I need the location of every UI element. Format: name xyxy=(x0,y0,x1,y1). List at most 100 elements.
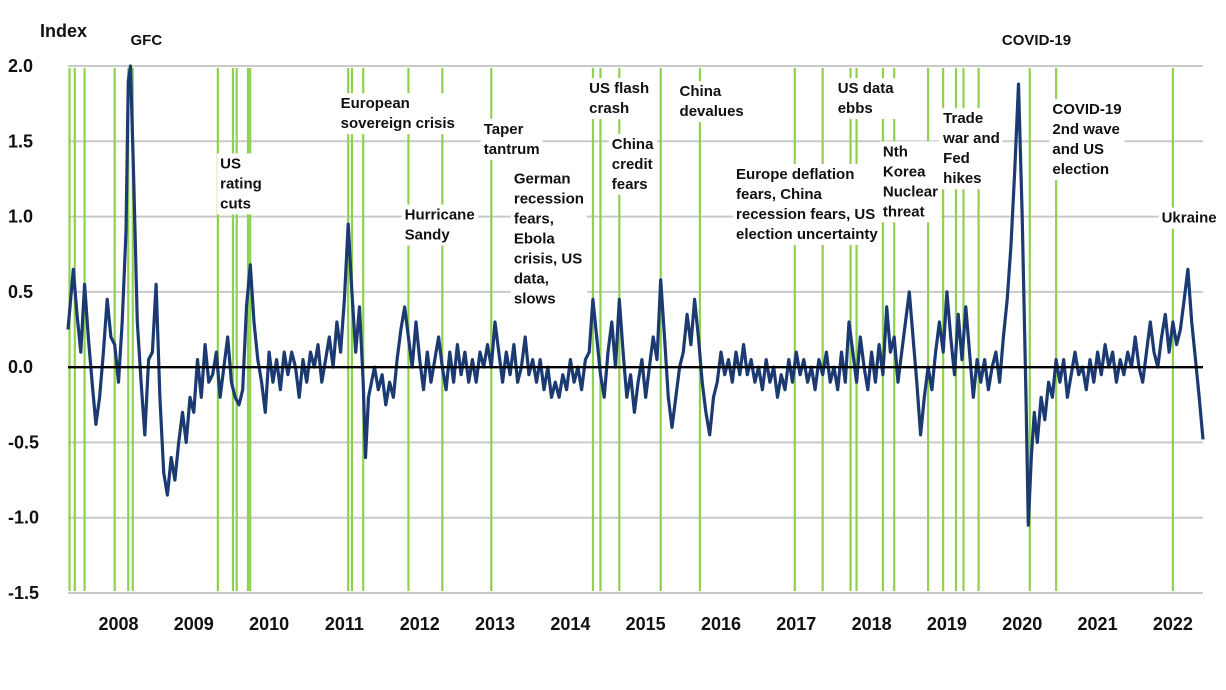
event-annotation: European sovereign crisis xyxy=(337,93,458,135)
event-lines xyxy=(68,68,1174,591)
event-annotation: GFC xyxy=(127,29,166,51)
annotation-text: COVID-19 2nd wave and US election xyxy=(1052,101,1121,178)
annotation-text: German recession fears, Ebola crisis, US data… xyxy=(514,170,584,307)
annotation-line: Nuclear xyxy=(883,183,938,200)
annotation-line: sovereign crisis xyxy=(341,115,455,132)
annotation-line: Sandy xyxy=(405,227,451,244)
annotation-line: tantrum xyxy=(484,141,540,158)
annotation-line: China xyxy=(612,136,654,153)
annotation-background xyxy=(401,204,478,246)
annotation-background xyxy=(676,81,747,123)
x-tick-label: 2022 xyxy=(1153,614,1193,634)
annotation-background xyxy=(337,93,458,135)
x-tick-label: 2011 xyxy=(325,614,364,634)
x-tick-label: 2019 xyxy=(927,614,967,634)
annotation-line: election xyxy=(1052,161,1109,178)
annotation-line: US flash xyxy=(589,80,649,97)
annotation-line: Korea xyxy=(883,163,926,180)
y-tick-label: 0.0 xyxy=(8,357,33,377)
annotation-line: rating xyxy=(220,175,262,192)
series-line xyxy=(66,64,1205,527)
annotation-line: German xyxy=(514,170,571,187)
annotation-text: COVID-19 xyxy=(1002,32,1071,49)
annotation-line: Trade xyxy=(943,110,983,127)
event-annotation: US flash crash xyxy=(586,78,653,120)
annotation-text: US rating cuts xyxy=(220,155,262,212)
x-tick-label: 2012 xyxy=(400,614,440,634)
x-tick-label: 2010 xyxy=(249,614,289,634)
annotation-line: Nth xyxy=(883,143,908,160)
annotation-background xyxy=(1049,99,1125,181)
x-tick-label: 2018 xyxy=(852,614,892,634)
annotation-line: election uncertainty xyxy=(736,226,878,243)
annotation-line: recession xyxy=(514,190,584,207)
annotation-line: crash xyxy=(589,100,629,117)
annotation-text: GFC xyxy=(131,32,163,49)
annotation-background xyxy=(127,29,166,51)
annotation-line: threat xyxy=(883,203,925,220)
annotation-line: COVID-19 xyxy=(1052,101,1121,118)
annotation-text: US flash crash xyxy=(589,80,649,117)
x-tick-label: 2020 xyxy=(1002,614,1042,634)
event-annotation: German recession fears, Ebola crisis, US data… xyxy=(510,168,587,310)
event-annotation: COVID-19 xyxy=(998,29,1075,51)
annotation-line: Ukraine xyxy=(1162,210,1217,227)
annotation-line: fears, China xyxy=(736,186,823,203)
annotation-line: European xyxy=(341,95,410,112)
annotation-line: 2nd wave xyxy=(1052,121,1120,138)
event-annotation: Trade war and Fed hikes xyxy=(939,108,1003,190)
annotation-line: hikes xyxy=(943,170,981,187)
annotation-background xyxy=(586,78,653,120)
annotation-line: fears, xyxy=(514,210,554,227)
annotation-line: devalues xyxy=(680,103,744,120)
event-annotation: Taper tantrum xyxy=(480,118,543,160)
annotation-line: cuts xyxy=(220,195,251,212)
annotation-line: ebbs xyxy=(838,100,873,117)
annotation-background xyxy=(217,153,265,215)
event-annotation: US rating cuts xyxy=(217,153,265,215)
annotation-background xyxy=(1158,207,1220,229)
annotation-text: Hurricane Sandy xyxy=(405,207,475,244)
y-tick-label: -1.0 xyxy=(8,508,39,528)
annotation-text: Trade war and Fed hikes xyxy=(942,110,1000,187)
annotation-line: fears xyxy=(612,176,648,193)
event-annotation: China devalues xyxy=(676,81,747,123)
y-tick-label: 1.5 xyxy=(8,131,33,151)
event-annotation: COVID-19 2nd wave and US election xyxy=(1049,99,1125,181)
x-tick-label: 2008 xyxy=(98,614,138,634)
annotation-text: Taper tantrum xyxy=(484,121,540,158)
x-tick-label: 2017 xyxy=(776,614,816,634)
y-axis-title: Index xyxy=(40,21,87,41)
y-axis: Index 2.0 1.5 1.0 0.5 0.0 -0.5 -1.0 -1.5 xyxy=(8,21,87,603)
annotation-line: credit xyxy=(612,156,653,173)
x-tick-label: 2014 xyxy=(550,614,590,634)
annotation-line: war and xyxy=(942,130,1000,147)
annotation-line: GFC xyxy=(131,32,163,49)
annotation-line: Taper xyxy=(484,121,524,138)
annotation-text: US data ebbs xyxy=(838,80,895,117)
event-annotation: Hurricane Sandy xyxy=(401,204,478,246)
annotation-line: Europe deflation xyxy=(736,166,854,183)
annotation-text: Europe deflation fears, China recession fe… xyxy=(736,166,878,243)
annotation-line: crisis, US xyxy=(514,250,582,267)
x-tick-label: 2021 xyxy=(1078,614,1118,634)
annotation-background xyxy=(608,133,658,195)
y-tick-label: -1.5 xyxy=(8,583,39,603)
x-tick-label: 2016 xyxy=(701,614,741,634)
annotation-background xyxy=(733,163,882,245)
annotation-background xyxy=(879,141,942,223)
y-tick-label: 1.0 xyxy=(8,207,33,227)
y-tick-label: 0.5 xyxy=(8,282,33,302)
annotation-text: China credit fears xyxy=(612,136,654,193)
x-tick-label: 2015 xyxy=(626,614,666,634)
y-tick-label: -0.5 xyxy=(8,432,39,452)
event-annotation: Nth Korea Nuclear threat xyxy=(879,141,942,223)
annotation-line: and US xyxy=(1052,141,1104,158)
annotation-line: recession fears, US xyxy=(736,206,875,223)
annotation-text: Ukraine xyxy=(1162,210,1217,227)
event-annotation: China credit fears xyxy=(608,133,658,195)
annotation-line: COVID-19 xyxy=(1002,32,1071,49)
annotation-line: data, xyxy=(514,270,549,287)
y-tick-label: 2.0 xyxy=(8,56,33,76)
